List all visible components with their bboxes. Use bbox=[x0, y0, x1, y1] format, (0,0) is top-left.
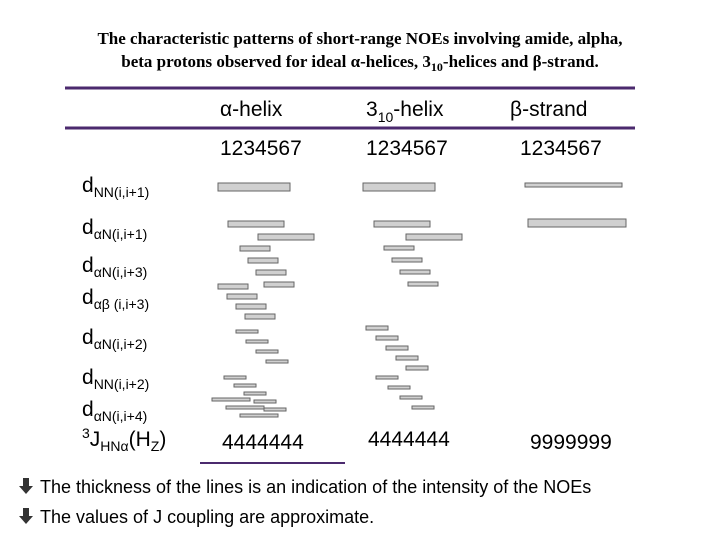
bullet-icon bbox=[19, 478, 33, 524]
sup: 3 bbox=[82, 425, 90, 441]
noe-bar bbox=[253, 399, 277, 404]
title-line: beta protons observed for ideal α-helice… bbox=[121, 52, 598, 74]
coupling-label: 3JHNα(HZ) bbox=[82, 425, 166, 454]
noe-bar bbox=[524, 182, 623, 188]
row-label: dαN(i,i+1) bbox=[82, 216, 147, 242]
row-sub: NN(i,i+1) bbox=[94, 184, 150, 200]
residues: 1234567 bbox=[520, 137, 602, 160]
noe-bar bbox=[233, 383, 257, 388]
noe-bar bbox=[255, 269, 287, 276]
noe-bar bbox=[247, 257, 279, 264]
column-header: β-strand bbox=[510, 98, 587, 121]
bullet-text: The values of J coupling are approximate… bbox=[40, 507, 374, 527]
row-label: dαβ (i,i+3) bbox=[82, 286, 149, 312]
noe-bar bbox=[217, 283, 249, 290]
text: J bbox=[90, 428, 101, 451]
noe-bar bbox=[227, 220, 285, 228]
row-main: d bbox=[82, 366, 94, 389]
noe-bar bbox=[365, 325, 389, 331]
header-sub: 10 bbox=[378, 109, 394, 125]
header-text: -helix bbox=[393, 98, 444, 121]
noe-bars bbox=[211, 182, 627, 418]
title-sub: 10 bbox=[431, 60, 443, 74]
noe-bar bbox=[395, 355, 419, 361]
row-label: dαN(i,i+3) bbox=[82, 254, 147, 280]
row-main: d bbox=[82, 216, 94, 239]
noe-bar bbox=[385, 345, 409, 351]
noe-bar bbox=[223, 375, 247, 380]
title-text: -helices and β-strand. bbox=[443, 52, 599, 71]
text: (H bbox=[129, 428, 151, 451]
row-main: d bbox=[82, 398, 94, 421]
row-sub: αN(i,i+4) bbox=[94, 408, 148, 424]
noe-bar bbox=[243, 391, 267, 396]
row-sub: αN(i,i+3) bbox=[94, 264, 148, 280]
residues: 1234567 bbox=[220, 137, 302, 160]
noe-bar bbox=[263, 407, 287, 412]
title-text: beta protons observed for ideal α-helice… bbox=[121, 52, 431, 71]
noe-bar bbox=[217, 182, 291, 192]
noe-bar bbox=[226, 293, 258, 300]
noe-bar bbox=[263, 281, 295, 288]
noe-bar bbox=[399, 269, 431, 275]
noe-bar bbox=[405, 233, 463, 241]
row-label: dNN(i,i+1) bbox=[82, 174, 149, 200]
title-line: The characteristic patterns of short-ran… bbox=[97, 29, 622, 48]
noe-bar bbox=[383, 245, 415, 251]
coupling: 9999999 bbox=[530, 431, 612, 454]
noe-bar bbox=[239, 413, 279, 418]
noe-bar bbox=[373, 220, 431, 228]
row-main: d bbox=[82, 174, 94, 197]
bullet-text: The thickness of the lines is an indicat… bbox=[40, 477, 591, 497]
noe-bar bbox=[244, 313, 276, 320]
row-sub: αN(i,i+1) bbox=[94, 226, 148, 242]
row-sub: αN(i,i+2) bbox=[94, 336, 148, 352]
coupling: 4444444 bbox=[222, 431, 304, 454]
row-label: dNN(i,i+2) bbox=[82, 366, 149, 392]
sub: Z bbox=[151, 438, 160, 454]
noe-bar bbox=[362, 182, 436, 192]
noe-bar bbox=[527, 218, 627, 228]
noe-bar bbox=[405, 365, 429, 371]
row-label: dαN(i,i+4) bbox=[82, 398, 147, 424]
noe-bar bbox=[235, 329, 259, 334]
noe-bar bbox=[391, 257, 423, 263]
row-label: dαN(i,i+2) bbox=[82, 326, 147, 352]
noe-bar bbox=[257, 233, 315, 241]
text: ) bbox=[159, 428, 166, 451]
noe-bar bbox=[265, 359, 289, 364]
row-main: d bbox=[82, 326, 94, 349]
sub: HNα bbox=[100, 438, 128, 454]
noe-bar bbox=[387, 385, 411, 390]
row-main: d bbox=[82, 286, 94, 309]
column-header: α-helix bbox=[220, 98, 283, 121]
noe-bar bbox=[255, 349, 279, 354]
noe-bar bbox=[407, 281, 439, 287]
coupling: 4444444 bbox=[368, 428, 450, 451]
residues: 1234567 bbox=[366, 137, 448, 160]
noe-bar bbox=[411, 405, 435, 410]
noe-bar bbox=[235, 303, 267, 310]
noe-bar bbox=[245, 339, 269, 344]
noe-bar bbox=[239, 245, 271, 252]
noe-bar bbox=[211, 397, 251, 402]
noe-bar bbox=[375, 375, 399, 380]
column-header: 310-helix bbox=[366, 98, 444, 125]
noe-bar bbox=[375, 335, 399, 341]
row-sub: αβ (i,i+3) bbox=[94, 296, 149, 312]
header-text: 3 bbox=[366, 98, 378, 121]
row-labels: dNN(i,i+1)dαN(i,i+1)dαN(i,i+3)dαβ (i,i+3… bbox=[82, 174, 149, 424]
noe-bar bbox=[399, 395, 423, 400]
noe-bar bbox=[225, 405, 265, 410]
row-sub: NN(i,i+2) bbox=[94, 376, 150, 392]
row-main: d bbox=[82, 254, 94, 277]
